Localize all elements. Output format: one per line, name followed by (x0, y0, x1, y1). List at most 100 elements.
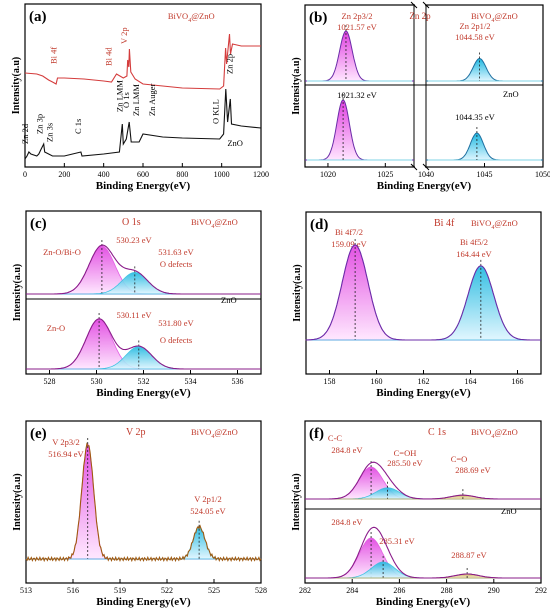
x-tick-label: 284 (346, 586, 358, 595)
peak-name-label: C-C (328, 433, 343, 443)
peak-annotation: Zn 3s (45, 123, 55, 142)
y-axis-label: Intensity(a.u) (291, 57, 302, 115)
x-tick-label: 282 (299, 586, 311, 595)
envelope-line (305, 461, 541, 500)
chart-title: O 1s (122, 217, 141, 228)
peak-value-label: 164.44 eV (456, 249, 492, 259)
legend-label: ZnO (227, 138, 243, 148)
x-tick-label: 288 (441, 586, 453, 595)
fitted-peak (305, 561, 541, 579)
panel-label: (e) (30, 426, 47, 442)
fitted-peak (305, 30, 414, 82)
peak-value-label: 159.09 eV (331, 239, 367, 249)
axis-break-mask (415, 1, 425, 171)
x-tick-label: 1040 (418, 170, 434, 179)
y-axis-label: Intensity(a.u) (291, 473, 302, 531)
x-tick-label: 522 (161, 586, 173, 595)
fitted-peak (426, 57, 543, 82)
panel-e: (e) Binding Energy(eV) Intensity(a.u) 513 51… (12, 420, 267, 608)
envelope-line (306, 244, 541, 341)
peak-value-label: 530.11 eV (116, 310, 152, 320)
chart-title: V 2p (126, 427, 146, 438)
peak-value-label: 288.69 eV (455, 465, 491, 475)
y-axis-label: Intensity(a.u) (292, 264, 303, 322)
legend-label: BiVO4@ZnO (168, 11, 215, 24)
x-tick-label: 534 (185, 377, 197, 386)
peak-value-label: 531.63 eV (158, 247, 194, 257)
peak-annotation: C 1s (73, 119, 83, 134)
peak-name-label: Zn-O (47, 323, 65, 333)
peak-name-label: O defects (160, 259, 192, 269)
x-tick-label: 1020 (320, 170, 336, 179)
peak-annotation: V 2p (119, 27, 129, 44)
x-axis-label: Binding Energy(eV) (377, 180, 472, 192)
x-tick-label: 200 (58, 170, 70, 179)
fitted-peak (26, 443, 261, 560)
peak-name-label: C=O (451, 454, 468, 464)
panel-label: (a) (29, 9, 47, 25)
fitted-peak (26, 271, 261, 295)
fitted-peak (26, 346, 261, 370)
x-axis-label: Binding Energy(eV) (376, 596, 471, 608)
x-tick-label: 1000 (214, 170, 230, 179)
x-tick-label: 164 (465, 377, 477, 386)
x-tick-label: 528 (44, 377, 56, 386)
peak-annotation: Zn 2d (20, 123, 30, 144)
y-axis-label: Intensity(a.u) (11, 57, 22, 115)
x-tick-label: 1045 (477, 170, 493, 179)
fitted-peak (426, 132, 543, 161)
peak-annotation: Zn LMM (114, 80, 124, 112)
x-tick-label: 800 (176, 170, 188, 179)
peak-annotation: O KLL (211, 99, 221, 124)
chart-title: Bi 4f (434, 218, 455, 229)
x-axis-label: Binding Energy(eV) (376, 387, 471, 399)
legend-label: BiVO4@ZnO (471, 218, 518, 231)
y-axis-label: Intensity(a.u) (12, 264, 23, 322)
x-tick-label: 530 (91, 377, 103, 386)
x-axis-label: Binding Energy(eV) (96, 180, 191, 192)
peak-annotation: Zn 2p (225, 54, 235, 74)
peak-value-label: 1044.58 eV (455, 32, 496, 42)
peak-name-label: Zn-O/Bi-O (43, 247, 81, 257)
peak-name-label: O defects (160, 335, 192, 345)
peak-name-label: C=OH (394, 448, 417, 458)
x-tick-label: 290 (488, 586, 500, 595)
peak-value-label: 1021.32 eV (337, 90, 378, 100)
x-tick-label: 286 (393, 586, 405, 595)
x-tick-label: 519 (114, 586, 126, 595)
peak-annotation: Bi 4f (49, 47, 59, 64)
x-tick-label: 292 (535, 586, 547, 595)
panel-a: (a) Binding Energy(eV) Intensity(a.u) 0 200 4… (11, 3, 269, 192)
panel-c: (c) Binding Energy(eV) Intensity(a.u) 528 53… (12, 210, 262, 399)
x-tick-label: 162 (418, 377, 430, 386)
fitted-peak (305, 244, 541, 341)
x-tick-label: 1200 (253, 170, 269, 179)
x-tick-label: 536 (232, 377, 244, 386)
x-axis-label: Binding Energy(eV) (96, 596, 191, 608)
panel-label: (d) (310, 217, 328, 233)
panel-d: (d) Binding Energy(eV) Intensity(a.u) 158 16… (292, 211, 542, 399)
legend-label: BiVO4@ZnO (471, 11, 518, 24)
envelope-line (26, 318, 261, 370)
legend-label: BiVO4@ZnO (191, 217, 238, 230)
x-tick-label: 1050 (535, 170, 550, 179)
axis-break-mark (410, 1, 430, 9)
x-tick-label: 0 (23, 170, 27, 179)
peak-annotation: Zn Auger (147, 83, 157, 116)
peak-value-label: 524.05 eV (190, 506, 226, 516)
peak-value-label: 530.23 eV (116, 235, 152, 245)
peak-annotation: Bi 4d (104, 47, 114, 66)
panel-b: (b) Binding Energy(eV) Intensity(a.u) 1020 1… (291, 1, 550, 192)
x-axis-label: Binding Energy(eV) (96, 387, 191, 399)
panel-label: (c) (30, 216, 47, 232)
x-tick-label: 600 (137, 170, 149, 179)
fitted-peak (26, 526, 261, 560)
x-tick-label: 525 (208, 586, 220, 595)
envelope-line (26, 244, 261, 295)
peak-value-label: 285.31 eV (379, 536, 415, 546)
x-tick-label: 528 (255, 586, 267, 595)
peak-value-label: 1044.35 eV (455, 112, 496, 122)
envelope-line (25, 442, 262, 563)
panel-f: (f) Binding Energy(eV) Intensity(a.u) 282 28… (291, 420, 547, 608)
